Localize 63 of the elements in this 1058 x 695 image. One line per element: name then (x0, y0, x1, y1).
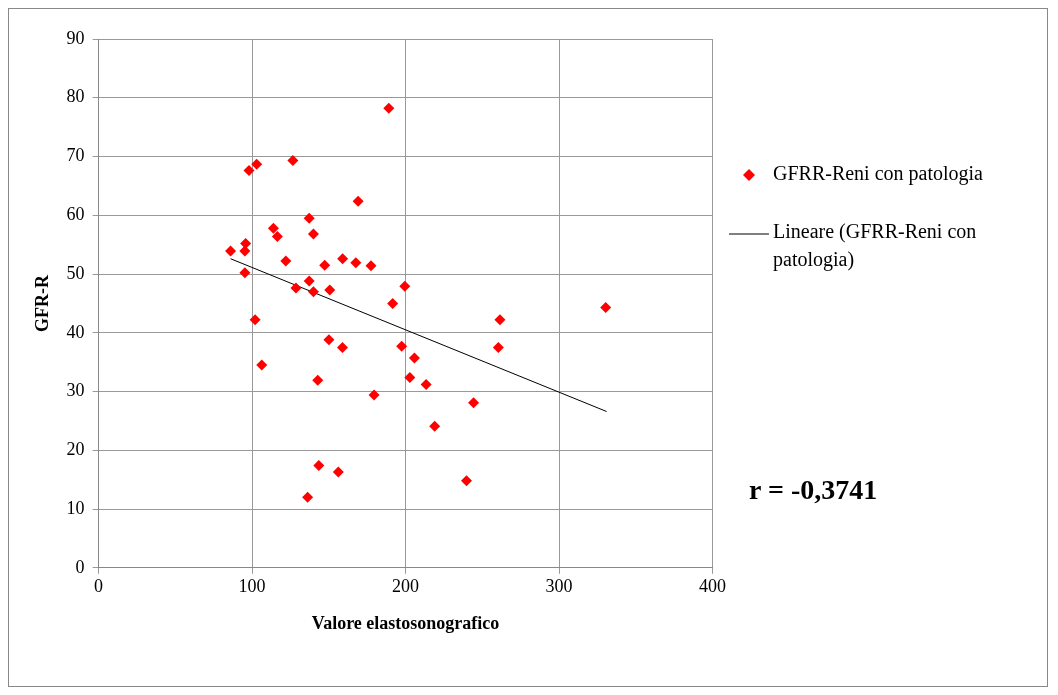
x-tick-label: 200 (392, 576, 420, 597)
point (468, 397, 480, 409)
point (251, 158, 263, 170)
point (352, 195, 364, 207)
point (307, 286, 319, 298)
point (336, 341, 348, 353)
point (365, 260, 377, 272)
point (249, 314, 261, 326)
point (368, 389, 380, 401)
point (307, 228, 319, 240)
point (256, 359, 268, 371)
point (323, 334, 335, 346)
point (429, 420, 441, 432)
y-tick-label: 50 (66, 262, 85, 283)
x-tick-label: 300 (545, 576, 573, 597)
point (267, 222, 279, 234)
point (332, 466, 344, 478)
point (243, 165, 255, 177)
point (303, 275, 315, 287)
text: r = -0,3741 (749, 474, 878, 506)
point (600, 302, 612, 314)
point (303, 212, 315, 224)
legend-label: Lineare (GFRR-Reni con patologia) (773, 219, 978, 273)
point (225, 245, 237, 257)
point (271, 230, 283, 242)
point (280, 255, 292, 267)
point (494, 314, 506, 326)
legend-label: GFRR-Reni con patologia (773, 161, 983, 187)
point (383, 102, 395, 114)
point (287, 155, 299, 167)
point (324, 284, 336, 296)
x-tick-label: 100 (238, 576, 266, 597)
y-tick-label: 70 (66, 145, 85, 166)
point (408, 352, 420, 364)
point (290, 282, 302, 294)
x-tick-label: 0 (94, 576, 104, 597)
y-tick-label: 40 (66, 321, 85, 342)
point (337, 253, 349, 265)
x-tick-label: 400 (699, 576, 726, 597)
y-tick-label: 20 (66, 439, 85, 460)
y-tick-label: 0 (75, 556, 85, 577)
point (460, 475, 472, 487)
y-tick-label: 30 (66, 380, 85, 401)
point (313, 460, 325, 472)
point (399, 280, 411, 292)
y-tick-label: 80 (66, 86, 85, 107)
point (420, 378, 432, 390)
x-axis-title: Valore elastosonografico (311, 612, 500, 633)
point (319, 259, 331, 271)
point (239, 245, 251, 257)
y-tick-label: 60 (66, 204, 85, 224)
y-tick-label: 10 (66, 497, 85, 518)
point (387, 297, 399, 309)
y-axis-title: GFR-R (32, 273, 53, 332)
point (404, 371, 416, 383)
point (239, 267, 251, 279)
point (312, 374, 324, 386)
y-tick-label: 90 (66, 27, 85, 48)
point (396, 340, 408, 352)
point (302, 491, 314, 503)
point (240, 237, 252, 249)
point (350, 257, 362, 269)
point (492, 341, 504, 353)
